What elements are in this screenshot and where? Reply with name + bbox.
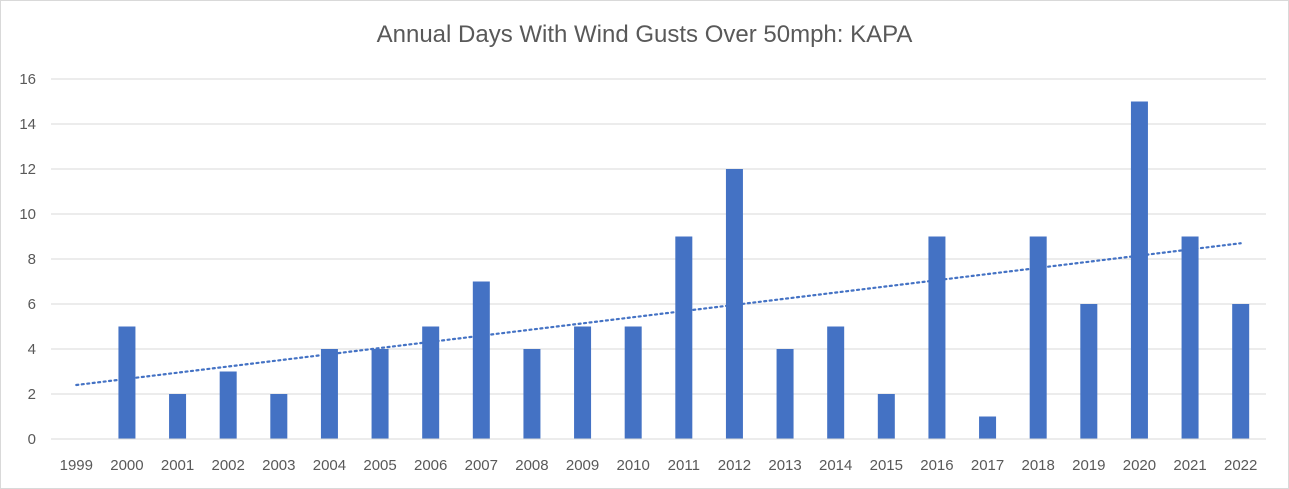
y-tick-label: 8	[28, 251, 36, 268]
y-tick-label: 4	[28, 341, 36, 358]
x-tick-label: 2012	[718, 457, 751, 474]
x-tick-label: 2014	[819, 457, 852, 474]
bar	[219, 371, 237, 439]
bar	[270, 394, 288, 439]
bar	[574, 326, 592, 439]
x-tick-label: 2010	[617, 457, 650, 474]
bar	[928, 236, 946, 439]
bar	[118, 326, 136, 439]
x-tick-label: 2015	[870, 457, 903, 474]
x-tick-label: 2004	[313, 457, 346, 474]
bar	[1181, 236, 1199, 439]
x-tick-label: 2021	[1173, 457, 1206, 474]
bar	[979, 416, 997, 439]
x-tick-label: 2000	[110, 457, 143, 474]
y-tick-label: 12	[19, 161, 36, 178]
bar	[523, 349, 541, 439]
bar	[1029, 236, 1047, 439]
bar	[827, 326, 845, 439]
bar	[1080, 304, 1098, 439]
x-tick-label: 1999	[60, 457, 93, 474]
x-tick-label: 2009	[566, 457, 599, 474]
bar	[169, 394, 187, 439]
x-tick-label: 2006	[414, 457, 447, 474]
x-tick-label: 2016	[920, 457, 953, 474]
x-tick-label: 2018	[1022, 457, 1055, 474]
y-tick-label: 2	[28, 386, 36, 403]
bar	[422, 326, 440, 439]
bar	[725, 169, 743, 439]
x-tick-label: 2019	[1072, 457, 1105, 474]
y-tick-label: 0	[28, 431, 36, 448]
bar	[877, 394, 895, 439]
x-tick-label: 2003	[262, 457, 295, 474]
y-tick-label: 16	[19, 71, 36, 88]
trendline-layer	[75, 242, 1242, 387]
y-tick-label: 14	[19, 116, 36, 133]
x-tick-label: 2022	[1224, 457, 1257, 474]
gridlines	[51, 78, 1266, 395]
x-tick-label: 2020	[1123, 457, 1156, 474]
bar	[472, 281, 490, 439]
bar	[371, 349, 389, 439]
x-tick-label: 2007	[465, 457, 498, 474]
x-tick-label: 2001	[161, 457, 194, 474]
x-tick-label: 2008	[515, 457, 548, 474]
axes: 0 2 4 6 8 10 12 14 16 1999 2000 2001 2002 2003 2004 200…	[19, 71, 1266, 474]
x-tick-label: 2005	[363, 457, 396, 474]
y-tick-label: 6	[28, 296, 36, 313]
bar	[624, 326, 642, 439]
bar	[320, 349, 338, 439]
bar	[776, 349, 794, 439]
x-tick-label: 2013	[768, 457, 801, 474]
bars	[118, 101, 1250, 439]
bar	[675, 236, 693, 439]
bar	[1130, 101, 1148, 439]
trendline	[75, 242, 1242, 387]
bar	[1232, 304, 1250, 439]
x-tick-label: 2017	[971, 457, 1004, 474]
x-tick-label: 2002	[212, 457, 245, 474]
y-tick-label: 10	[19, 206, 36, 223]
x-tick-label: 2011	[668, 457, 700, 474]
chart-title: Annual Days With Wind Gusts Over 50mph: …	[376, 21, 913, 48]
